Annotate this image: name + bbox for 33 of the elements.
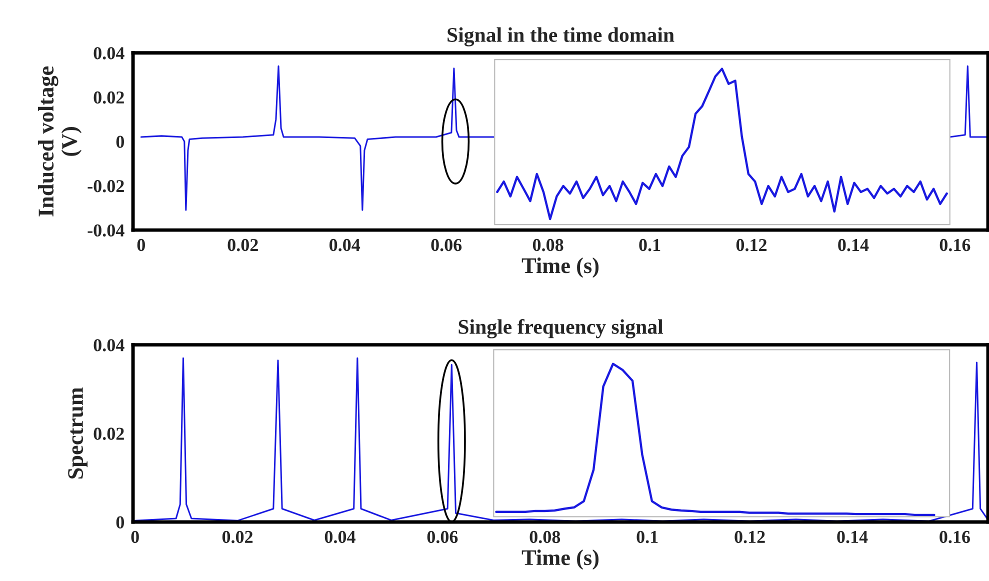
y-axis-title: Spectrum [68, 388, 88, 479]
y-tick-label: 0.04 [94, 47, 124, 60]
x-tick-label: 0.16 [940, 530, 970, 544]
x-tick-label: 0.12 [736, 238, 767, 252]
y-tick-label: 0.02 [94, 91, 124, 104]
x-tick-label: 0.14 [838, 238, 869, 252]
chart-title: Single frequency signal [458, 319, 663, 338]
x-tick-label: 0 [131, 530, 139, 544]
y-tick-label: 0.02 [94, 428, 124, 440]
x-tick-label: 0.02 [228, 238, 258, 252]
y-tick-label: 0 [116, 516, 124, 528]
line-series [134, 357, 988, 522]
x-tick-label: 0.06 [431, 238, 462, 252]
x-tick-label: 0.16 [940, 238, 970, 252]
x-tick-label: 0.1 [636, 530, 658, 544]
x-tick-label: 0.14 [837, 530, 868, 544]
x-tick-label: 0.08 [530, 530, 560, 544]
x-tick-label: 0 [137, 238, 145, 252]
y-tick-label: 0 [116, 136, 124, 148]
y-axis-title: Induced voltage (V) [38, 66, 82, 216]
y-tick-label: -0.04 [88, 224, 124, 237]
x-tick-label: 0.04 [329, 238, 360, 252]
x-tick-label: 0.02 [222, 530, 253, 544]
x-tick-label: 0.04 [324, 530, 356, 544]
y-tick-label: -0.02 [88, 180, 124, 192]
x-tick-label: 0.06 [427, 530, 458, 544]
x-tick-label: 0.12 [734, 530, 765, 544]
x-tick-label: 0.08 [532, 238, 564, 252]
chart-title: Signal in the time domain [448, 27, 674, 46]
x-axis-title: Time (s) [522, 550, 599, 570]
x-axis-title: Time (s) [522, 258, 599, 278]
x-tick-label: 0.1 [639, 238, 660, 252]
y-tick-label: 0.04 [94, 339, 124, 352]
